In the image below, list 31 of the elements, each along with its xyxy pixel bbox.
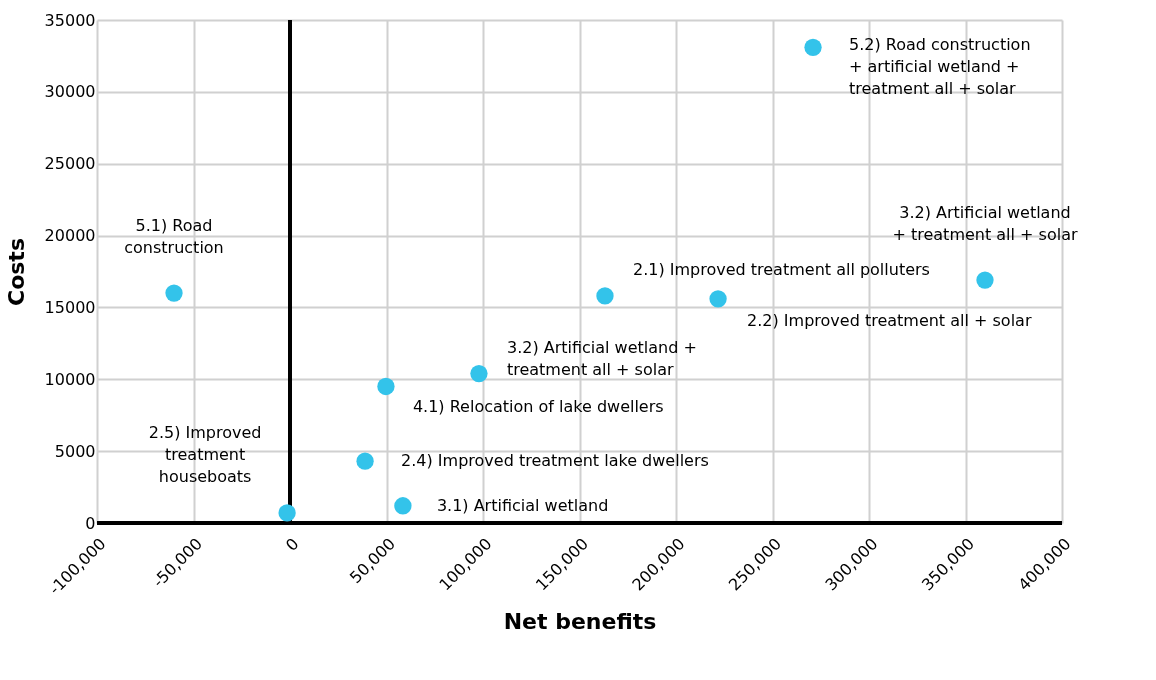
annotation: 2.4) Improved treatment lake dwellers bbox=[401, 451, 709, 471]
y-tick-label: 20000 bbox=[44, 226, 96, 246]
point bbox=[709, 290, 727, 308]
point bbox=[596, 287, 614, 305]
y-tick-label: 10000 bbox=[44, 369, 96, 389]
point bbox=[394, 497, 412, 515]
y-axis-title: Costs bbox=[3, 238, 29, 306]
annotation: 2.5) Improved treatment houseboats bbox=[148, 422, 262, 486]
annotation: 3.2) Artificial wetland + treatment all + solar bbox=[892, 203, 1078, 245]
y-tick-label: 5000 bbox=[54, 441, 96, 461]
annotation: 2.1) Improved treatment all polluters bbox=[632, 259, 930, 279]
annotation: 3.2) Artificial wetland + treatment all + solar bbox=[506, 337, 697, 379]
point bbox=[976, 271, 994, 289]
y-tick-label: 15000 bbox=[44, 297, 96, 317]
point bbox=[356, 452, 374, 470]
y-tick-label: 30000 bbox=[44, 82, 96, 102]
point bbox=[165, 284, 183, 302]
y-tick-label: 25000 bbox=[44, 154, 96, 174]
annotation: 5.2) Road construction + artificial wetland + treatment all + solar bbox=[849, 35, 1031, 99]
x-tick-label: 0 bbox=[281, 534, 303, 555]
annotation: 3.1) Artificial wetland bbox=[436, 495, 609, 515]
y-tick-label: 35000 bbox=[44, 10, 96, 30]
x-axis-title: Net benefits bbox=[503, 608, 657, 634]
point bbox=[377, 377, 395, 396]
annotation: 2.2) Improved treatment all + solar bbox=[747, 310, 1032, 330]
point bbox=[804, 38, 822, 56]
annotation: 5.1) Road construction bbox=[124, 216, 224, 258]
point bbox=[470, 364, 488, 383]
point bbox=[278, 504, 296, 522]
y-tick-label: 0 bbox=[85, 513, 96, 533]
annotation: 4.1) Relocation of lake dwellers bbox=[412, 397, 664, 417]
